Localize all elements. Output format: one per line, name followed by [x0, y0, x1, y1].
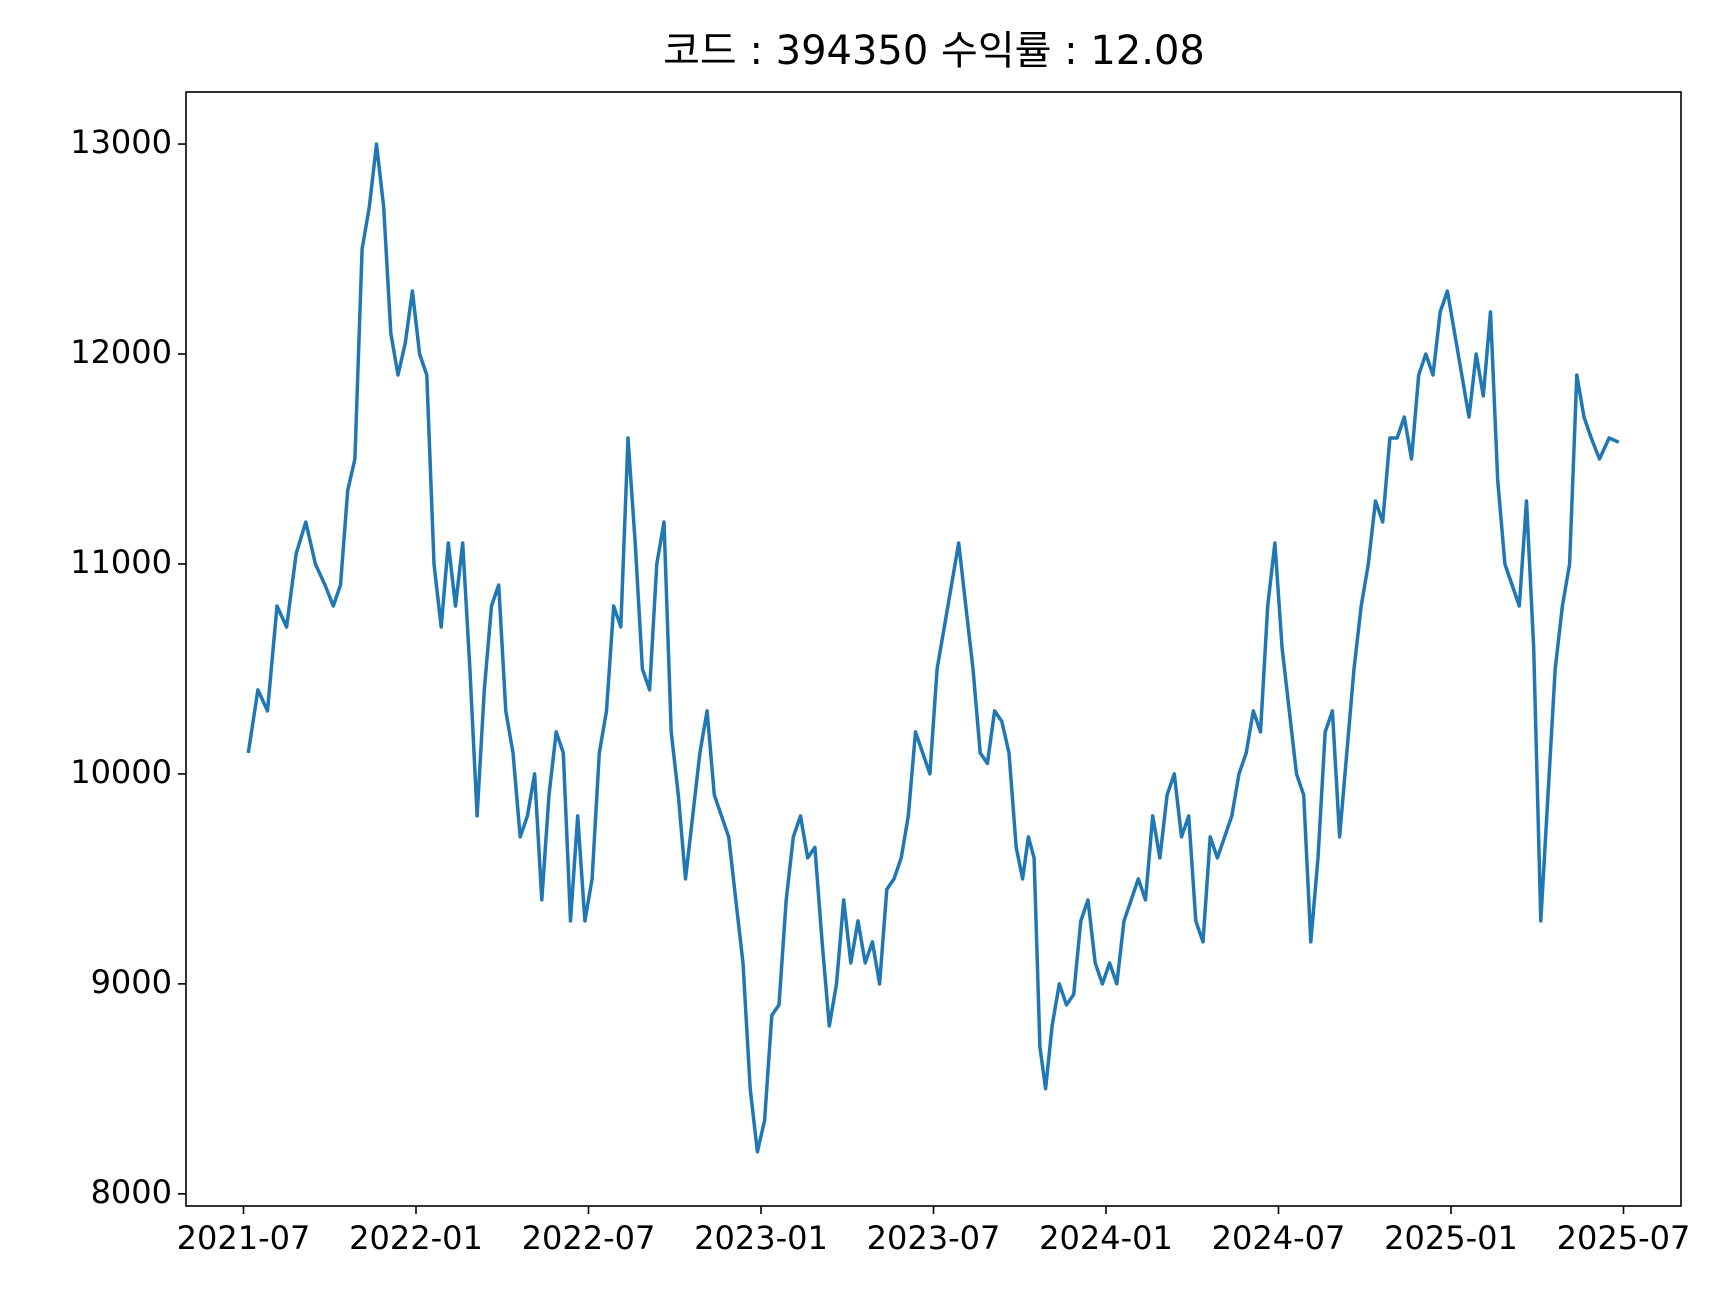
x-tick-label: 2023-07	[867, 1219, 1001, 1257]
y-tick-label: 10000	[70, 753, 172, 791]
x-tick-label: 2025-07	[1557, 1219, 1691, 1257]
x-tick-label: 2023-01	[694, 1219, 828, 1257]
y-tick-label: 13000	[70, 123, 172, 161]
x-tick-label: 2021-07	[177, 1219, 311, 1257]
x-tick-label: 2022-01	[349, 1219, 483, 1257]
chart-title: 코드 : 394350 수익률 : 12.08	[663, 28, 1205, 74]
x-tick-label: 2024-07	[1212, 1219, 1346, 1257]
y-tick-label: 11000	[70, 543, 172, 581]
plot-frame	[185, 91, 1682, 1207]
x-tick-label: 2022-07	[522, 1219, 656, 1257]
y-tick-label: 8000	[91, 1173, 172, 1211]
line-series	[246, 142, 1620, 1154]
y-tick-label: 9000	[91, 963, 172, 1001]
x-tick-label: 2025-01	[1384, 1219, 1518, 1257]
x-tick-label: 2024-01	[1039, 1219, 1173, 1257]
y-tick-label: 12000	[70, 333, 172, 371]
